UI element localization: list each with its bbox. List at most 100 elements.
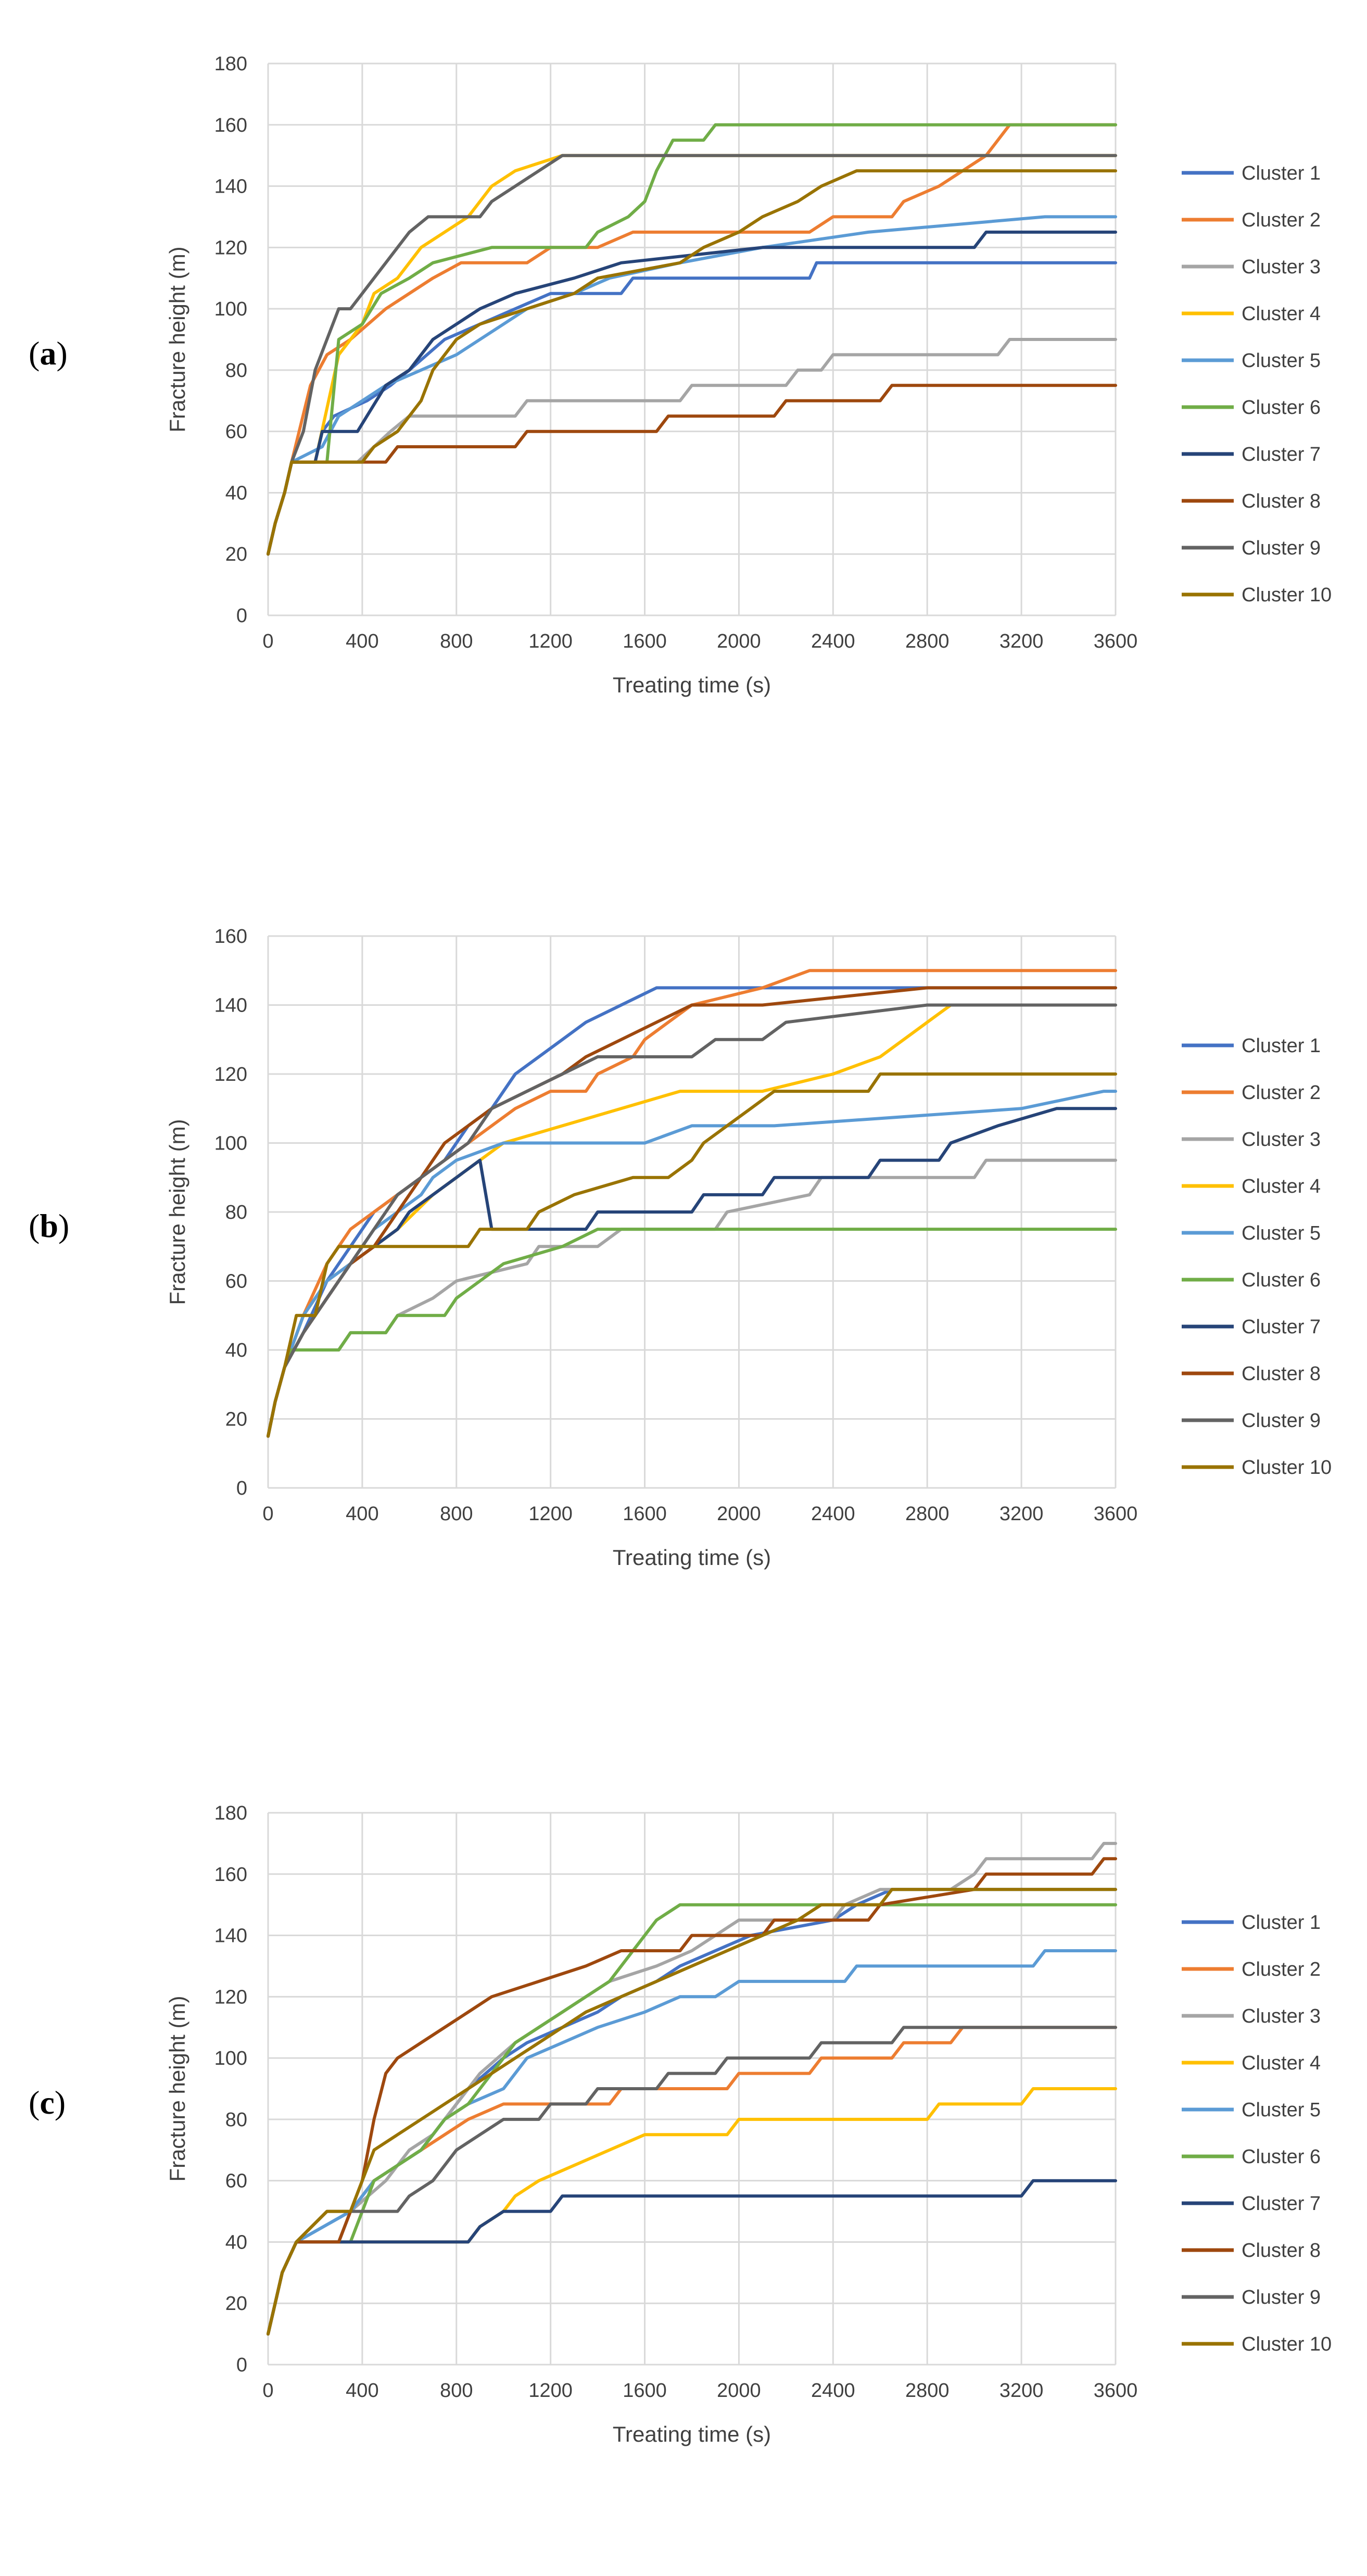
panel-label-b: (b) — [29, 1207, 70, 1244]
x-tick-label: 2400 — [811, 2380, 855, 2402]
x-tick-label: 1200 — [528, 1503, 573, 1525]
y-tick-label: 40 — [225, 2231, 247, 2253]
chart-panel-a: (a) 0 400 800 1200 1600 2000 2400 2800 3200 3600 0… — [0, 0, 1367, 827]
x-tick-label: 2800 — [905, 2380, 950, 2402]
legend-label-cluster-2: Cluster 2 — [1242, 209, 1321, 231]
legend-label-cluster-10: Cluster 10 — [1242, 1457, 1332, 1479]
y-tick-label: 120 — [214, 237, 247, 259]
series-line-cluster-5 — [267, 1949, 1117, 2336]
y-tick-label: 180 — [214, 53, 247, 75]
x-tick-label: 1200 — [528, 630, 573, 652]
legend-label-cluster-10: Cluster 10 — [1242, 584, 1332, 606]
y-tick-label: 120 — [214, 1064, 247, 1085]
y-axis-title: Fracture height (m) — [165, 246, 189, 432]
y-tick-label: 0 — [236, 2354, 247, 2376]
legend-label-cluster-8: Cluster 8 — [1242, 490, 1321, 512]
series-line-cluster-2 — [267, 123, 1117, 556]
legend-label-cluster-9: Cluster 9 — [1242, 1410, 1321, 1432]
series-line-cluster-8 — [267, 1857, 1117, 2336]
legend-label-cluster-6: Cluster 6 — [1242, 2146, 1321, 2168]
panel-letter-c: c — [40, 2084, 55, 2121]
y-tick-label: 160 — [214, 1864, 247, 1886]
series-line-cluster-9 — [267, 1003, 1117, 1438]
series-line-cluster-1 — [267, 261, 1117, 556]
x-tick-label: 3200 — [999, 630, 1044, 652]
series-line-cluster-9 — [267, 154, 1117, 556]
chart-c: 0 400 800 1200 1600 2000 2400 2800 3200 3600 0 20 40… — [165, 1802, 1332, 2446]
legend-label-cluster-1: Cluster 1 — [1242, 1912, 1321, 1934]
series-line-cluster-1 — [267, 1888, 1117, 2336]
y-tick-label: 80 — [225, 1202, 247, 1223]
x-tick-label: 400 — [346, 630, 378, 652]
x-tick-label: 2000 — [717, 630, 761, 652]
y-tick-label: 40 — [225, 1340, 247, 1361]
panel-label-c: (c) — [29, 2084, 66, 2121]
y-tick-label: 180 — [214, 1802, 247, 1824]
series-line-cluster-7 — [267, 2179, 1117, 2336]
legend-label-cluster-5: Cluster 5 — [1242, 350, 1321, 372]
x-tick-label: 1600 — [623, 630, 667, 652]
legend-label-cluster-6: Cluster 6 — [1242, 1269, 1321, 1291]
legend-label-cluster-9: Cluster 9 — [1242, 537, 1321, 559]
x-tick-label: 400 — [346, 2380, 378, 2402]
y-tick-label: 0 — [236, 605, 247, 627]
chart-a: 0 400 800 1200 1600 2000 2400 2800 3200 3600 0 20 40… — [165, 53, 1332, 697]
legend-label-cluster-9: Cluster 9 — [1242, 2287, 1321, 2308]
y-tick-label: 160 — [214, 926, 247, 948]
x-tick-label: 800 — [440, 1503, 473, 1525]
x-tick-label: 2400 — [811, 630, 855, 652]
legend-label-cluster-7: Cluster 7 — [1242, 2193, 1321, 2215]
x-tick-label: 1600 — [623, 2380, 667, 2402]
y-tick-label: 100 — [214, 298, 247, 320]
y-tick-label: 140 — [214, 176, 247, 198]
y-tick-label: 140 — [214, 1925, 247, 1947]
x-tick-label: 1200 — [528, 2380, 573, 2402]
chart-panel-c: (c) 0 400 800 1200 1600 2000 2400 2800 3200 3600 0… — [0, 1749, 1367, 2576]
series-line-cluster-5 — [267, 1090, 1117, 1438]
x-tick-label: 1600 — [623, 1503, 667, 1525]
y-tick-label: 80 — [225, 360, 247, 382]
panel-letter-b: b — [40, 1207, 58, 1244]
legend-label-cluster-8: Cluster 8 — [1242, 1363, 1321, 1385]
legend-label-cluster-2: Cluster 2 — [1242, 1959, 1321, 1980]
y-tick-label: 20 — [225, 1409, 247, 1431]
legend-label-cluster-7: Cluster 7 — [1242, 1316, 1321, 1338]
series-line-cluster-10 — [267, 1072, 1117, 1438]
x-tick-label: 0 — [262, 630, 273, 652]
x-axis-title: Treating time (s) — [613, 1545, 771, 1570]
legend-label-cluster-4: Cluster 4 — [1242, 303, 1321, 325]
series-line-cluster-10 — [267, 1888, 1117, 2336]
series-line-cluster-3 — [267, 1158, 1117, 1438]
y-tick-label: 100 — [214, 1133, 247, 1155]
y-tick-label: 80 — [225, 2109, 247, 2131]
x-tick-label: 2800 — [905, 1503, 950, 1525]
x-axis-title: Treating time (s) — [613, 2422, 771, 2446]
y-axis-title: Fracture height (m) — [165, 1119, 189, 1305]
legend-label-cluster-8: Cluster 8 — [1242, 2240, 1321, 2262]
y-tick-label: 160 — [214, 115, 247, 136]
x-tick-label: 2000 — [717, 2380, 761, 2402]
x-tick-label: 0 — [262, 1503, 273, 1525]
x-tick-label: 3600 — [1094, 630, 1138, 652]
x-tick-label: 2800 — [905, 630, 950, 652]
x-tick-label: 2000 — [717, 1503, 761, 1525]
y-tick-label: 100 — [214, 2048, 247, 2069]
legend-label-cluster-3: Cluster 3 — [1242, 2005, 1321, 2027]
y-tick-label: 140 — [214, 995, 247, 1017]
legend-label-cluster-3: Cluster 3 — [1242, 256, 1321, 278]
legend-label-cluster-1: Cluster 1 — [1242, 1035, 1321, 1057]
y-tick-label: 60 — [225, 1271, 247, 1293]
series-line-cluster-2 — [267, 969, 1117, 1438]
x-tick-label: 400 — [346, 1503, 378, 1525]
legend-label-cluster-5: Cluster 5 — [1242, 2099, 1321, 2121]
legend-label-cluster-1: Cluster 1 — [1242, 162, 1321, 184]
series-line-cluster-8 — [267, 384, 1117, 556]
series-line-cluster-10 — [267, 169, 1117, 556]
x-tick-label: 3200 — [999, 2380, 1044, 2402]
legend-label-cluster-6: Cluster 6 — [1242, 397, 1321, 419]
y-tick-label: 40 — [225, 482, 247, 504]
legend-label-cluster-4: Cluster 4 — [1242, 1176, 1321, 1197]
legend-label-cluster-5: Cluster 5 — [1242, 1222, 1321, 1244]
y-tick-label: 120 — [214, 1986, 247, 2008]
chart-panel-b: (b) 0 400 800 1200 1600 2000 2400 2800 3200 3600 0… — [0, 873, 1367, 1699]
